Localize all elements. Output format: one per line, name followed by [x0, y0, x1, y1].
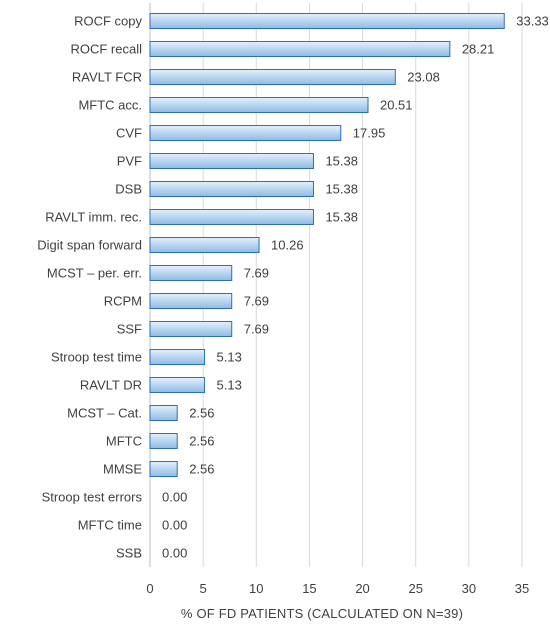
bar — [149, 13, 505, 29]
bar — [149, 41, 451, 57]
data-label: 2.56 — [189, 462, 214, 477]
bar — [149, 125, 342, 141]
category-label: ROCF copy — [74, 14, 142, 29]
category-label: SSF — [117, 322, 142, 337]
gridlines — [149, 3, 523, 567]
bar — [149, 265, 233, 281]
category-label: PVF — [117, 154, 142, 169]
data-label: 5.13 — [217, 350, 242, 365]
bar — [149, 377, 206, 393]
bar — [149, 69, 396, 85]
data-label: 5.13 — [217, 378, 242, 393]
data-label: 15.38 — [325, 154, 358, 169]
data-label: 17.95 — [353, 126, 386, 141]
bar — [149, 181, 314, 197]
bar — [149, 97, 369, 113]
category-label: Stroop test time — [51, 350, 142, 365]
data-label: 7.69 — [244, 322, 269, 337]
data-label: 10.26 — [271, 238, 304, 253]
category-label: MCST – per. err. — [47, 266, 142, 281]
data-label: 33.33 — [516, 14, 549, 29]
value-labels: 33.33 28.21 23.08 20.51 17.95 15.38 15.38 15.38… — [162, 14, 549, 561]
bar — [149, 321, 233, 337]
x-tick-label: 5 — [200, 581, 207, 596]
bar — [149, 237, 260, 253]
data-label: 0.00 — [162, 546, 187, 561]
category-label: MMSE — [103, 462, 142, 477]
data-label: 2.56 — [189, 434, 214, 449]
x-tick-label: 35 — [515, 581, 529, 596]
x-tick-label: 10 — [249, 581, 263, 596]
x-tick-label: 0 — [146, 581, 153, 596]
category-label: RAVLT FCR — [72, 70, 142, 85]
category-label: RAVLT DR — [80, 378, 142, 393]
bar — [149, 293, 233, 309]
category-label: MFTC — [106, 434, 142, 449]
bar — [149, 209, 314, 225]
category-label: MFTC time — [78, 518, 142, 533]
data-label: 2.56 — [189, 406, 214, 421]
category-label: RAVLT imm. rec. — [45, 210, 142, 225]
x-tick-labels: 0 5 10 15 20 25 30 35 — [146, 581, 529, 596]
data-label: 7.69 — [244, 294, 269, 309]
bar — [149, 405, 178, 421]
category-label: DSB — [115, 182, 142, 197]
category-label: MFTC acc. — [78, 98, 142, 113]
category-label: RCPM — [104, 294, 142, 309]
data-label: 15.38 — [325, 182, 358, 197]
x-tick-label: 25 — [408, 581, 422, 596]
category-labels: ROCF copy ROCF recall RAVLT FCR MFTC acc. CV… — [37, 14, 142, 561]
bar — [149, 461, 178, 477]
bar — [149, 433, 178, 449]
data-label: 0.00 — [162, 518, 187, 533]
x-tick-label: 30 — [462, 581, 476, 596]
data-label: 15.38 — [325, 210, 358, 225]
category-label: Digit span forward — [37, 238, 142, 253]
data-label: 28.21 — [462, 42, 495, 57]
data-label: 7.69 — [244, 266, 269, 281]
bars — [149, 13, 505, 477]
x-tick-label: 20 — [355, 581, 369, 596]
data-label: 0.00 — [162, 490, 187, 505]
category-label: SSB — [116, 546, 142, 561]
category-label: MCST – Cat. — [67, 406, 142, 421]
bar — [149, 153, 314, 169]
category-label: CVF — [116, 126, 142, 141]
x-tick-label: 15 — [302, 581, 316, 596]
data-label: 20.51 — [380, 98, 413, 113]
data-label: 23.08 — [407, 70, 440, 85]
category-label: ROCF recall — [70, 42, 142, 57]
bar — [149, 349, 206, 365]
x-axis-title: % OF FD PATIENTS (CALCULATED ON N=39) — [181, 606, 463, 621]
category-label: Stroop test errors — [42, 490, 143, 505]
